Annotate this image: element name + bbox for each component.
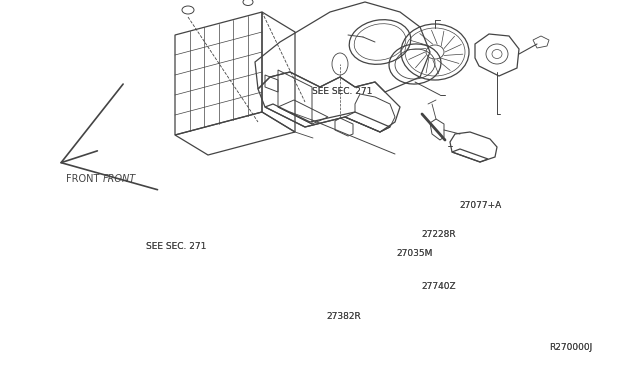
- Text: SEE SEC. 271: SEE SEC. 271: [312, 87, 372, 96]
- Text: 27077+A: 27077+A: [460, 201, 502, 210]
- Text: 27740Z: 27740Z: [421, 282, 456, 291]
- Text: 27382R: 27382R: [326, 312, 361, 321]
- Text: 27035M: 27035M: [397, 249, 433, 258]
- Text: SEE SEC. 271: SEE SEC. 271: [312, 87, 372, 96]
- Text: R270000J: R270000J: [549, 343, 593, 352]
- Text: SEE SEC. 271: SEE SEC. 271: [146, 242, 206, 251]
- Text: 27228R: 27228R: [421, 230, 456, 239]
- Text: FRONT: FRONT: [103, 174, 136, 183]
- Text: 27035M: 27035M: [397, 249, 433, 258]
- Text: SEE SEC. 271: SEE SEC. 271: [146, 242, 206, 251]
- Text: R270000J: R270000J: [549, 343, 593, 352]
- Text: 27382R: 27382R: [326, 312, 361, 321]
- Text: 27740Z: 27740Z: [421, 282, 456, 291]
- Text: 27228R: 27228R: [421, 230, 456, 239]
- Text: 27077+A: 27077+A: [460, 201, 502, 210]
- Text: FRONT: FRONT: [66, 174, 99, 183]
